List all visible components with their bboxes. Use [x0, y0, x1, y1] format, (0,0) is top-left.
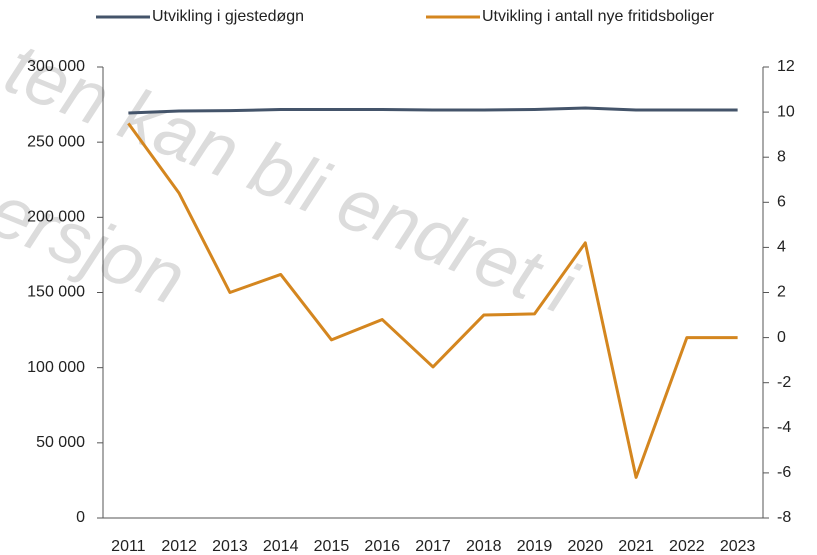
- x-tick-label: 2023: [720, 538, 756, 555]
- y2-tick-label: 8: [777, 148, 786, 165]
- legend-label: Utvikling i gjestedøgn: [152, 8, 304, 25]
- y-tick-label: 300 000: [27, 58, 85, 75]
- y2-tick-label: 2: [777, 284, 786, 301]
- x-tick-label: 2016: [364, 538, 400, 555]
- y2-tick-label: -8: [777, 509, 791, 526]
- x-tick-label: 2013: [212, 538, 248, 555]
- x-tick-label: 2015: [314, 538, 350, 555]
- x-tick-label: 2020: [568, 538, 604, 555]
- series-line: [128, 106, 738, 115]
- y2-tick-label: -6: [777, 464, 791, 481]
- y2-tick-label: 0: [777, 329, 786, 346]
- legend-label: Utvikling i antall nye fritidsboliger: [482, 8, 715, 25]
- y2-tick-label: 4: [777, 239, 786, 256]
- y2-tick-label: -4: [777, 419, 791, 436]
- y-tick-label: 0: [76, 509, 85, 526]
- x-tick-label: 2019: [517, 538, 553, 555]
- x-tick-label: 2014: [263, 538, 299, 555]
- y-tick-label: 150 000: [27, 284, 85, 301]
- y-tick-label: 250 000: [27, 133, 85, 150]
- y-tick-label: 50 000: [36, 434, 85, 451]
- y2-tick-label: 10: [777, 103, 795, 120]
- x-tick-label: 2021: [618, 538, 654, 555]
- y2-tick-label: 6: [777, 194, 786, 211]
- y2-tick-label: 12: [777, 58, 795, 75]
- x-tick-label: 2018: [466, 538, 502, 555]
- series-line: [127, 122, 738, 479]
- y-tick-label: 100 000: [27, 359, 85, 376]
- x-tick-label: 2012: [161, 538, 197, 555]
- watermark: ten kan bli endret i ersjon: [0, 26, 589, 330]
- x-tick-label: 2017: [415, 538, 451, 555]
- x-tick-label: 2022: [669, 538, 705, 555]
- y2-tick-label: -2: [777, 374, 791, 391]
- y-tick-label: 200 000: [27, 209, 85, 226]
- x-tick-label: 2011: [111, 538, 146, 555]
